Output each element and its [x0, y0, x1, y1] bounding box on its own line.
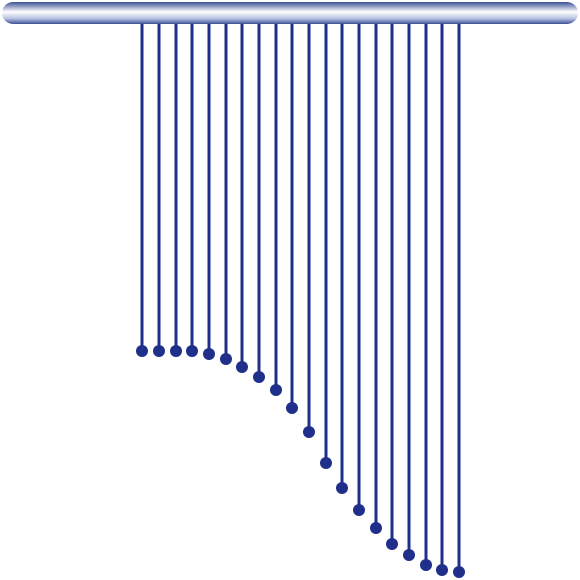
strand-bead: [170, 345, 182, 357]
strand-bead: [420, 559, 432, 571]
strand-bead: [153, 345, 165, 357]
strand-bead: [270, 384, 282, 396]
strands-group: [136, 24, 465, 578]
strand-bead: [370, 522, 382, 534]
strand-bead: [186, 345, 198, 357]
strand-bead: [336, 482, 348, 494]
strand-bead: [353, 504, 365, 516]
strand-bead: [236, 361, 248, 373]
strand-bead: [253, 371, 265, 383]
strand-bead: [220, 353, 232, 365]
strand-bead: [320, 457, 332, 469]
strand-bead: [453, 566, 465, 578]
strand-bead: [286, 402, 298, 414]
strand-bead: [203, 348, 215, 360]
strand-bead: [403, 549, 415, 561]
curtain-rod: [2, 2, 578, 24]
strand-bead: [436, 564, 448, 576]
strand-bead: [386, 538, 398, 550]
strand-bead: [136, 345, 148, 357]
strand-bead: [303, 426, 315, 438]
